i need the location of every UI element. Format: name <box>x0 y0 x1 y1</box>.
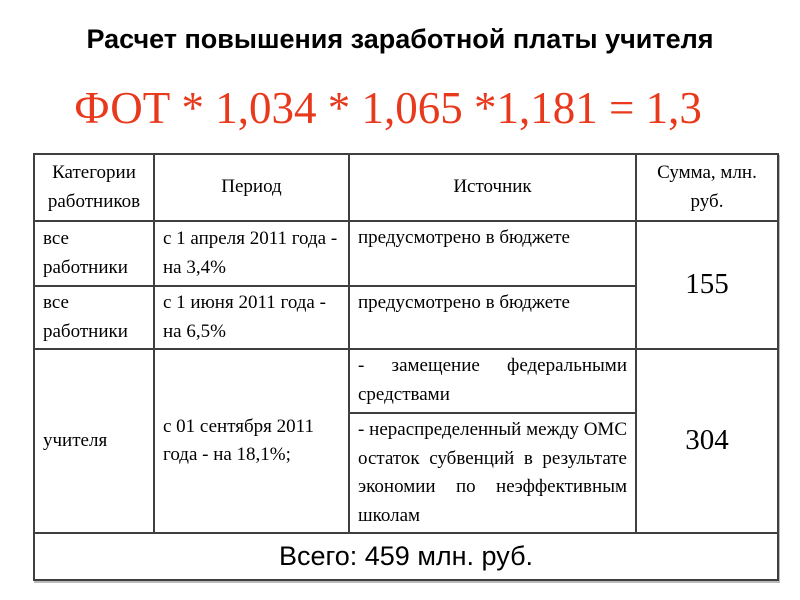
header-sum: Сумма, млн. руб. <box>635 153 779 222</box>
row2-source: предусмотрено в бюджете <box>348 285 637 350</box>
row2-period: с 1 июня 2011 года - на 6,5% <box>153 285 350 350</box>
header-categories: Категории работников <box>33 153 155 222</box>
table-row: - нераспределенный между ОМС остаток суб… <box>34 412 778 534</box>
header-source: Источник <box>348 153 637 222</box>
salary-table: Категории работников Период Источник Сум… <box>33 153 779 581</box>
table-row: учителя с 01 сентября 2011 года - на 18,… <box>33 348 779 534</box>
row3-category: учителя <box>33 348 155 534</box>
row1-category: все работники <box>33 220 155 287</box>
table-total-row: Всего: 459 млн. руб. <box>33 532 779 581</box>
slide-title: Расчет повышения заработной платы учител… <box>86 24 714 54</box>
row2-category: все работники <box>33 285 155 350</box>
row3-period: с 01 сентября 2011 года - на 18,1%; <box>153 348 350 534</box>
formula-text: ФОТ * 1,034 * 1,065 *1,181 = 1,3 <box>74 83 702 133</box>
total-cell: Всего: 459 млн. руб. <box>33 532 779 581</box>
table-row: все работники с 1 апреля 2011 года - на … <box>33 220 779 350</box>
sum-rows-1-2: 155 <box>635 220 779 350</box>
row3-source-b: - нераспределенный между ОМС остаток суб… <box>348 412 637 534</box>
table-header-row: Категории работников Период Источник Сум… <box>33 153 779 222</box>
table-row: все работники с 1 июня 2011 года - на 6,… <box>33 285 778 350</box>
header-period: Период <box>153 153 350 222</box>
row3-sum: 304 <box>635 348 779 534</box>
row1-source: предусмотрено в бюджете <box>348 220 637 287</box>
row3-source-a: - замещение федеральными средствами <box>348 348 637 414</box>
row1-period: с 1 апреля 2011 года - на 3,4% <box>153 220 350 287</box>
